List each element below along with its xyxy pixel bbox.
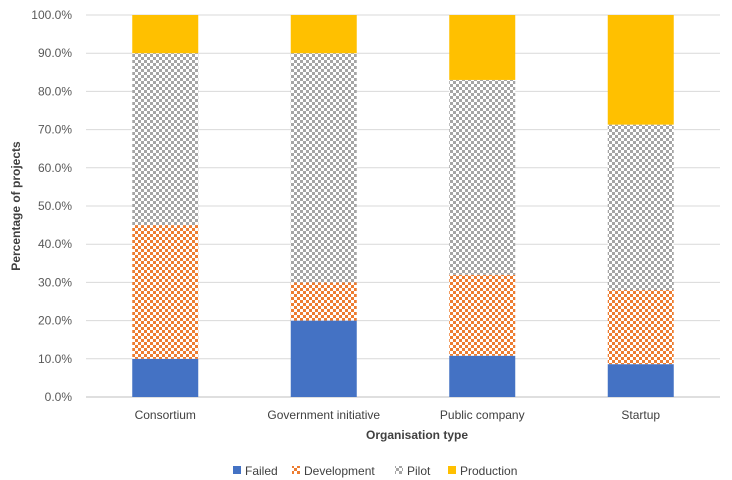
bar-pilot-government-initiative [290,53,357,283]
legend-item-development: Development [292,464,375,478]
bar-failed-government-initiative [290,320,357,397]
bar-pilot-startup [607,124,674,291]
legend: Failed Development Pilot Production [233,464,517,478]
y-tick-label: 40.0% [38,237,72,251]
legend-label: Production [460,464,517,478]
y-axis-ticks: 0.0% 10.0% 20.0% 30.0% 40.0% 50.0% 60.0% 70.0% 8… [31,8,72,404]
legend-label: Failed [245,464,278,478]
bar-production-government-initiative [290,15,357,54]
bar-failed-consortium [132,358,199,397]
legend-item-failed: Failed [233,464,278,478]
y-tick-label: 0.0% [45,390,73,404]
bar-production-consortium [132,15,199,54]
x-axis-categories: Consortium Government initiative Public co… [135,408,661,422]
legend-label: Development [304,464,375,478]
legend-swatch [233,466,241,474]
x-axis-title: Organisation type [366,428,468,442]
bar-development-public-company [449,274,516,356]
y-tick-label: 90.0% [38,46,72,60]
x-category-label: Startup [621,408,660,422]
bar-development-consortium [132,225,199,359]
y-tick-label: 70.0% [38,123,72,137]
legend-label: Pilot [407,464,431,478]
legend-swatch [292,466,300,474]
y-tick-label: 20.0% [38,314,72,328]
bar-development-startup [607,290,674,365]
legend-swatch [448,466,456,474]
y-tick-label: 80.0% [38,84,72,98]
y-tick-label: 60.0% [38,161,72,175]
bar-development-government-initiative [290,282,357,321]
bar-production-startup [607,15,674,125]
legend-swatch [395,466,403,474]
y-tick-label: 50.0% [38,199,72,213]
y-tick-label: 100.0% [31,8,72,22]
y-axis-title: Percentage of projects [9,141,23,271]
x-category-label: Public company [440,408,525,422]
bar-pilot-public-company [449,79,516,275]
y-tick-label: 10.0% [38,352,72,366]
bar-production-public-company [449,15,516,80]
x-category-label: Government initiative [267,408,380,422]
x-category-label: Consortium [135,408,196,422]
bar-failed-startup [607,364,674,397]
y-tick-label: 30.0% [38,275,72,289]
bars [132,15,674,397]
bar-pilot-consortium [132,53,199,226]
legend-item-pilot: Pilot [395,464,431,478]
bar-failed-public-company [449,355,516,397]
legend-item-production: Production [448,464,517,478]
